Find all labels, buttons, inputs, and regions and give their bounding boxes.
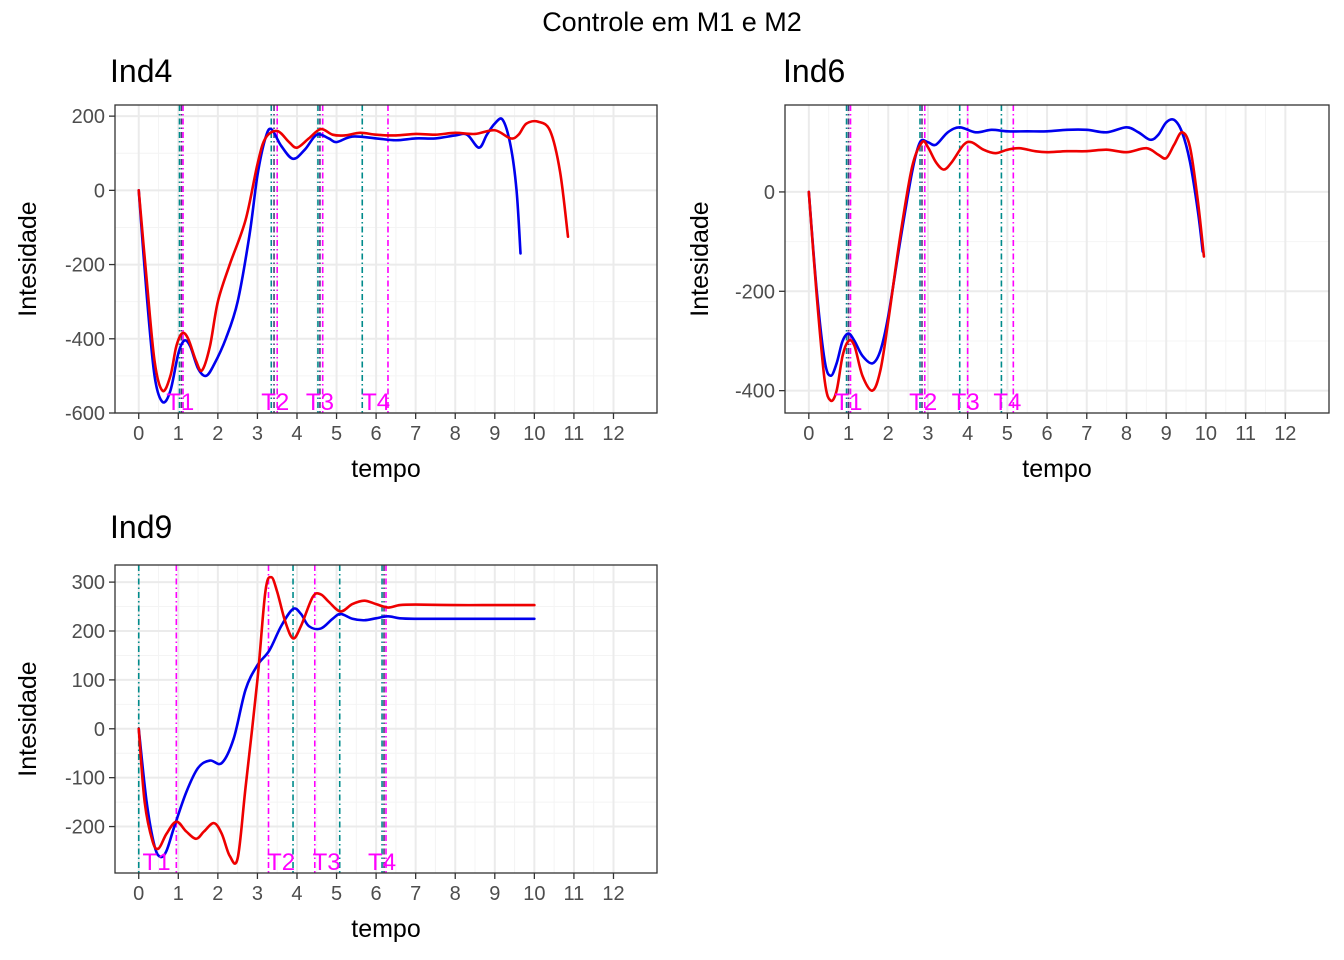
x-tick-label: 5	[1002, 423, 1013, 445]
y-tick-label: -600	[65, 403, 105, 425]
y-tick-label: -200	[65, 255, 105, 277]
plot-border	[784, 104, 1330, 414]
y-tick-label: -200	[735, 281, 775, 303]
x-tick-label: 1	[173, 423, 184, 445]
y-axis-title: Intesidade	[14, 201, 42, 316]
panel-title: Ind9	[110, 509, 172, 545]
x-tick-label: 3	[252, 883, 263, 905]
x-tick-label: 6	[371, 883, 382, 905]
y-tick-label: 0	[94, 180, 105, 202]
x-tick-label: 5	[331, 423, 342, 445]
x-tick-label: 11	[1235, 423, 1256, 445]
y-tick-label: -400	[65, 329, 105, 351]
marker-label: T2	[909, 389, 937, 416]
plot-border	[114, 104, 658, 414]
y-tick-label: 0	[94, 719, 105, 741]
x-tick-label: 9	[1161, 423, 1172, 445]
x-tick-label: 12	[602, 883, 624, 905]
x-tick-label: 7	[410, 883, 421, 905]
plot-area	[137, 105, 570, 413]
x-tick-label: 4	[962, 423, 973, 445]
marker-label: T1	[835, 389, 863, 416]
x-tick-label: 4	[291, 883, 302, 905]
x-tick-label: 2	[212, 423, 223, 445]
x-tick-label: 8	[1121, 423, 1132, 445]
x-tick-label: 10	[523, 423, 545, 445]
marker-label: T4	[362, 389, 390, 416]
y-tick-label: -400	[735, 381, 775, 403]
x-tick-label: 10	[1195, 423, 1217, 445]
plot-area	[807, 105, 1206, 413]
y-tick-label: -200	[65, 817, 105, 839]
x-tick-label: 7	[410, 423, 421, 445]
x-tick-label: 12	[1274, 423, 1296, 445]
plot-area	[137, 565, 536, 873]
panel-title: Ind6	[783, 53, 845, 89]
x-tick-label: 11	[564, 423, 585, 445]
marker-label: T1	[143, 849, 171, 876]
x-tick-label: 12	[602, 423, 624, 445]
x-tick-label: 2	[212, 883, 223, 905]
y-tick-label: 100	[72, 670, 105, 692]
x-axis-title: tempo	[351, 915, 420, 943]
series-line-m1	[807, 117, 1205, 378]
figure-title: Controle em M1 e M2	[542, 7, 802, 37]
marker-label: T2	[267, 849, 295, 876]
y-tick-label: 300	[72, 572, 105, 594]
x-tick-label: 6	[1042, 423, 1053, 445]
x-tick-label: 1	[173, 883, 184, 905]
x-tick-label: 2	[883, 423, 894, 445]
x-tick-label: 9	[489, 883, 500, 905]
plot-border	[114, 564, 658, 874]
y-tick-label: -100	[65, 768, 105, 790]
x-tick-label: 0	[803, 423, 814, 445]
marker-label: T3	[306, 389, 334, 416]
x-tick-label: 0	[133, 883, 144, 905]
x-tick-label: 5	[331, 883, 342, 905]
y-axis-title: Intesidade	[14, 661, 42, 776]
panel-title: Ind4	[110, 53, 172, 89]
x-tick-label: 6	[371, 423, 382, 445]
x-tick-label: 4	[291, 423, 302, 445]
y-axis-title: Intesidade	[686, 201, 714, 316]
x-tick-label: 8	[450, 423, 461, 445]
x-tick-label: 8	[450, 883, 461, 905]
marker-label: T3	[313, 849, 341, 876]
series-line-m1	[137, 117, 522, 404]
x-tick-label: 7	[1081, 423, 1092, 445]
series-line-m2	[137, 119, 570, 393]
x-tick-label: 10	[523, 883, 545, 905]
x-tick-label: 9	[489, 423, 500, 445]
series-line-m1	[137, 607, 536, 859]
series-line-m2	[807, 131, 1206, 403]
x-tick-label: 3	[252, 423, 263, 445]
y-tick-label: 0	[764, 182, 775, 204]
y-tick-label: 200	[72, 106, 105, 128]
series-line-m2	[137, 575, 536, 865]
x-tick-label: 11	[564, 883, 585, 905]
marker-label: T1	[166, 389, 194, 416]
marker-label: T3	[952, 389, 980, 416]
marker-label: T4	[993, 389, 1021, 416]
x-tick-label: 1	[843, 423, 854, 445]
x-tick-label: 0	[133, 423, 144, 445]
marker-label: T2	[261, 389, 289, 416]
x-axis-title: tempo	[1022, 455, 1091, 483]
x-tick-label: 3	[922, 423, 933, 445]
marker-label: T4	[368, 849, 396, 876]
y-tick-label: 200	[72, 621, 105, 643]
x-axis-title: tempo	[351, 455, 420, 483]
